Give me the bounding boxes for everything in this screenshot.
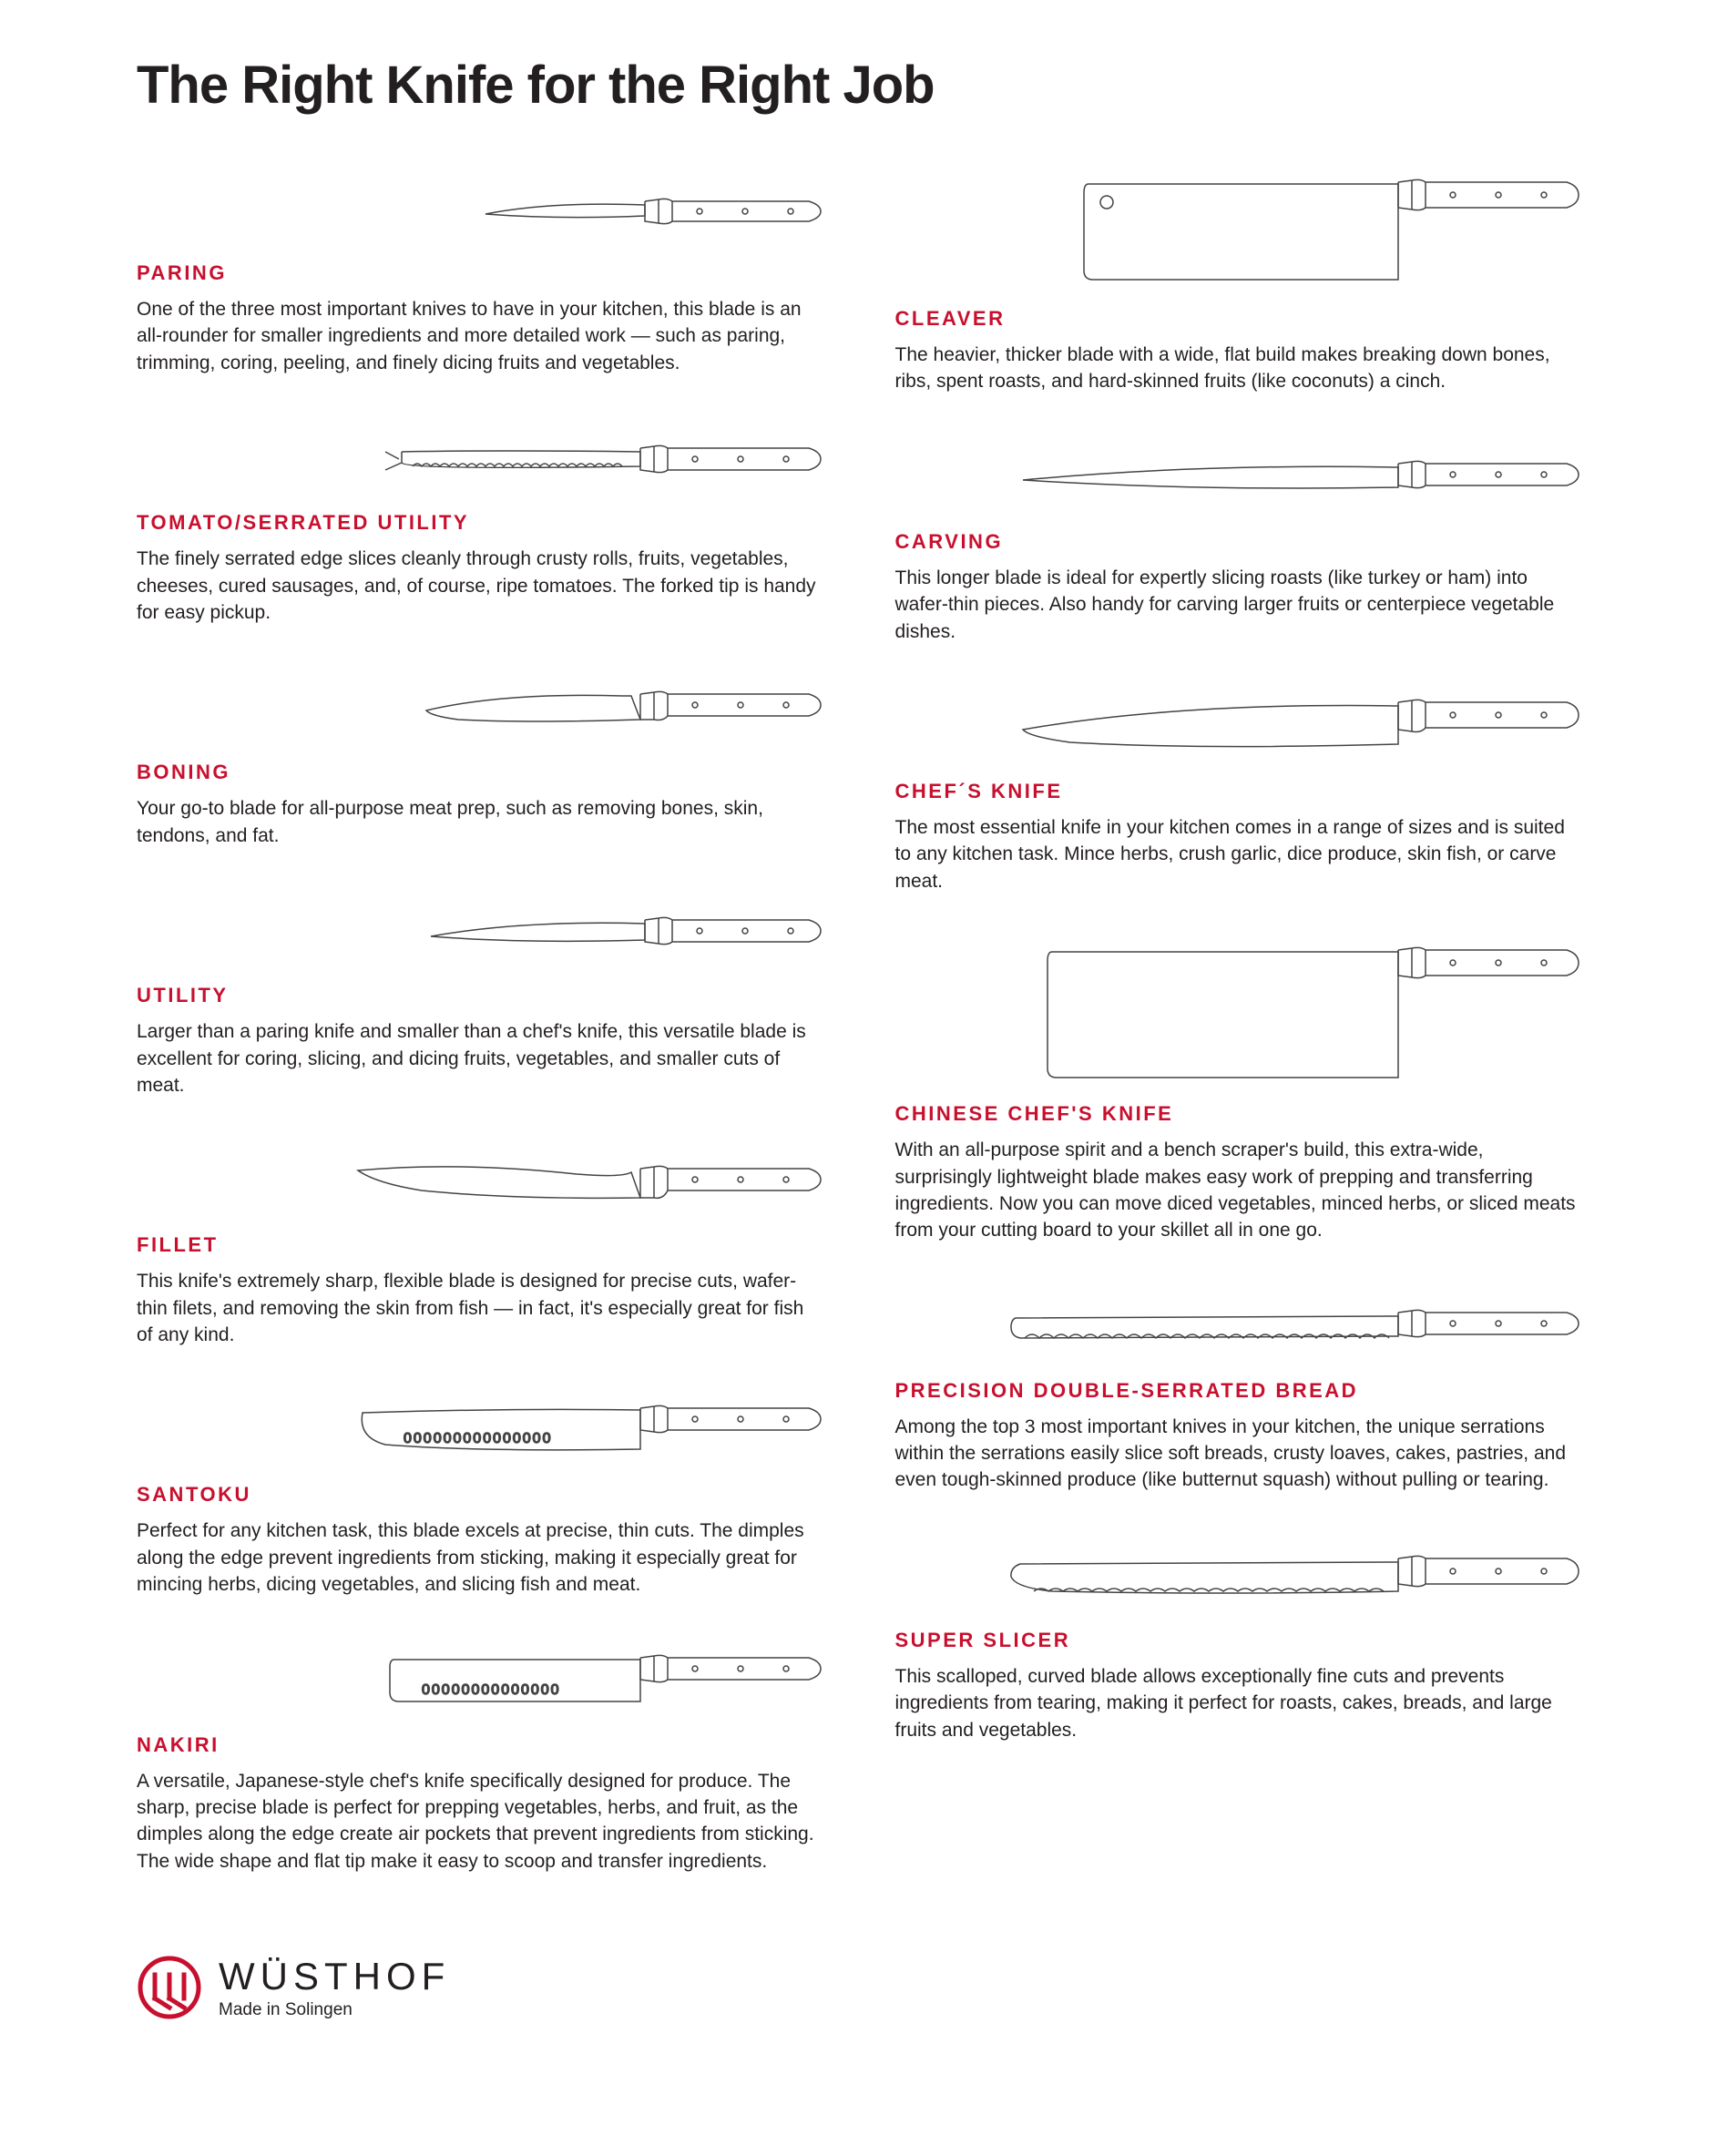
fillet-knife-icon: [137, 1142, 823, 1224]
knife-desc: This scalloped, curved blade allows exce…: [895, 1663, 1581, 1743]
knife-name: PRECISION DOUBLE-SERRATED BREAD: [895, 1379, 1581, 1403]
chinese-knife-icon: [895, 938, 1581, 1093]
chef-knife-icon: [895, 689, 1581, 771]
knife-desc: The finely serrated edge slices cleanly …: [137, 546, 823, 626]
right-column: CLEAVER The heavier, thicker blade with …: [895, 170, 1581, 1918]
knife-desc: This knife's extremely sharp, flexible b…: [137, 1268, 823, 1348]
knife-nakiri: 00000000000000 NAKIRI A versatile, Japan…: [137, 1642, 823, 1875]
knife-desc: Your go-to blade for all-purpose meat pr…: [137, 795, 823, 849]
left-column: PARING One of the three most important k…: [137, 170, 823, 1918]
columns-container: PARING One of the three most important k…: [137, 170, 1580, 1918]
knife-desc: With an all-purpose spirit and a bench s…: [895, 1137, 1581, 1244]
utility-knife-icon: [137, 893, 823, 975]
knife-name: CLEAVER: [895, 307, 1581, 331]
knife-name: CHINESE CHEF'S KNIFE: [895, 1102, 1581, 1126]
knife-desc: Larger than a paring knife and smaller t…: [137, 1018, 823, 1098]
knife-chef: CHEF´S KNIFE The most essential knife in…: [895, 689, 1581, 894]
knife-tomato: TOMATO/SERRATED UTILITY The finely serra…: [137, 420, 823, 626]
knife-name: UTILITY: [137, 984, 823, 1007]
knife-boning: BONING Your go-to blade for all-purpose …: [137, 669, 823, 849]
knife-name: TOMATO/SERRATED UTILITY: [137, 511, 823, 535]
knife-utility: UTILITY Larger than a paring knife and s…: [137, 893, 823, 1098]
svg-text:000000000000000: 000000000000000: [404, 1431, 552, 1446]
knife-name: BONING: [137, 761, 823, 784]
knife-carving: CARVING This longer blade is ideal for e…: [895, 439, 1581, 645]
knife-desc: This longer blade is ideal for expertly …: [895, 565, 1581, 645]
knife-paring: PARING One of the three most important k…: [137, 170, 823, 376]
knife-chinese: CHINESE CHEF'S KNIFE With an all-purpose…: [895, 938, 1581, 1244]
knife-cleaver: CLEAVER The heavier, thicker blade with …: [895, 170, 1581, 395]
knife-name: FILLET: [137, 1233, 823, 1257]
knife-desc: The most essential knife in your kitchen…: [895, 814, 1581, 894]
knife-fillet: FILLET This knife's extremely sharp, fle…: [137, 1142, 823, 1348]
knife-desc: Perfect for any kitchen task, this blade…: [137, 1517, 823, 1598]
knife-santoku: 000000000000000 SANTOKU Perfect for any …: [137, 1392, 823, 1598]
tomato-knife-icon: [137, 420, 823, 502]
bread-knife-icon: [895, 1288, 1581, 1370]
page-title: The Right Knife for the Right Job: [137, 55, 1580, 116]
knife-name: PARING: [137, 261, 823, 285]
carving-knife-icon: [895, 439, 1581, 521]
knife-name: CARVING: [895, 530, 1581, 554]
paring-knife-icon: [137, 170, 823, 252]
knife-name: NAKIRI: [137, 1733, 823, 1757]
knife-desc: The heavier, thicker blade with a wide, …: [895, 342, 1581, 395]
knife-desc: One of the three most important knives t…: [137, 296, 823, 376]
brand-text: WÜSTHOF Made in Solingen: [219, 1955, 450, 2020]
boning-knife-icon: [137, 669, 823, 751]
knife-desc: Among the top 3 most important knives in…: [895, 1414, 1581, 1494]
footer: WÜSTHOF Made in Solingen: [137, 1955, 1580, 2020]
knife-name: SANTOKU: [137, 1483, 823, 1507]
nakiri-knife-icon: 00000000000000: [137, 1642, 823, 1724]
cleaver-knife-icon: [895, 170, 1581, 298]
knife-name: SUPER SLICER: [895, 1629, 1581, 1652]
brand-tagline: Made in Solingen: [219, 2000, 450, 2020]
brand-name: WÜSTHOF: [219, 1955, 450, 1998]
knife-bread: PRECISION DOUBLE-SERRATED BREAD Among th…: [895, 1288, 1581, 1494]
svg-text:00000000000000: 00000000000000: [422, 1682, 561, 1698]
brand-logo-icon: [137, 1955, 202, 2020]
santoku-knife-icon: 000000000000000: [137, 1392, 823, 1474]
knife-slicer: SUPER SLICER This scalloped, curved blad…: [895, 1538, 1581, 1743]
knife-desc: A versatile, Japanese-style chef's knife…: [137, 1768, 823, 1875]
knife-name: CHEF´S KNIFE: [895, 780, 1581, 803]
slicer-knife-icon: [895, 1538, 1581, 1620]
